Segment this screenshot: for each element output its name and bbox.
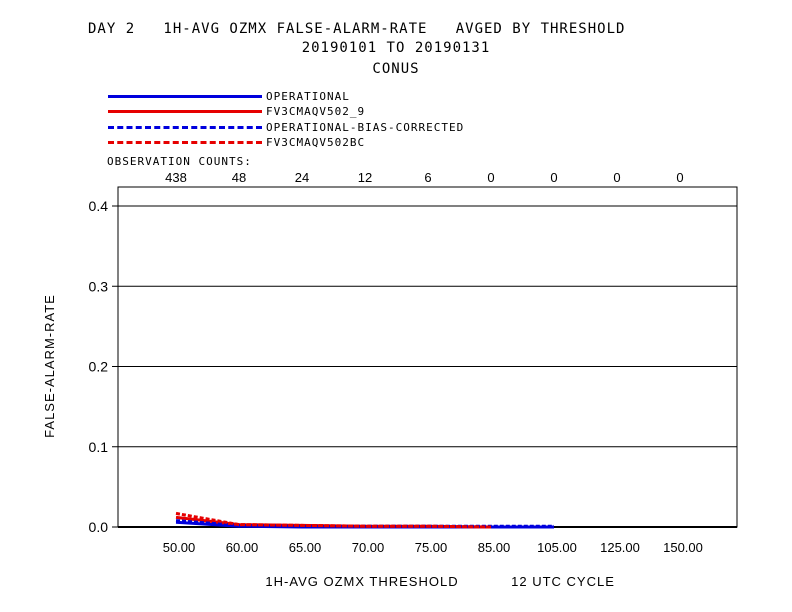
observation-count: 0 [550,170,557,185]
legend-line [108,125,262,129]
y-tick-label: 0.2 [89,359,109,375]
legend-line [108,94,262,98]
x-tick-label: 125.00 [600,540,640,555]
x-tick-label: 75.00 [415,540,448,555]
observation-count: 12 [358,170,372,185]
x-tick-label: 85.00 [478,540,511,555]
y-axis-label: FALSE-ALARM-RATE [42,294,57,438]
legend-item-fv3cmaqv502-9: FV3CMAQV502_9 [108,104,365,118]
cycle-label: 12 UTC CYCLE [511,574,615,589]
y-tick-label: 0.4 [89,198,109,214]
y-tick-label: 0.0 [89,519,109,535]
legend-line [108,140,262,144]
legend-item-fv3cmaqv502bc: FV3CMAQV502BC [108,135,365,149]
legend-label: FV3CMAQV502_9 [266,104,366,118]
observation-counts-title: OBSERVATION COUNTS: [107,155,252,168]
y-tick-label: 0.1 [89,439,109,455]
legend-line [108,109,262,113]
observation-count: 48 [232,170,246,185]
observation-count: 6 [424,170,431,185]
plot-frame [117,186,738,528]
region-label: CONUS [372,61,420,77]
x-tick-label: 60.00 [226,540,259,555]
legend-label: FV3CMAQV502BC [266,135,366,149]
x-tick-label: 105.00 [537,540,577,555]
legend-label: OPERATIONAL-BIAS-CORRECTED [266,120,465,134]
observation-count: 438 [165,170,187,185]
chart-title: DAY 2 1H-AVG OZMX FALSE-ALARM-RATE AVGED… [88,21,626,37]
legend-label: OPERATIONAL [266,89,350,103]
x-tick-label: 70.00 [352,540,385,555]
observation-count: 0 [676,170,683,185]
date-range: 20190101 TO 20190131 [301,40,491,56]
x-tick-label: 50.00 [163,540,196,555]
x-tick-label: 65.00 [289,540,322,555]
x-tick-label: 150.00 [663,540,703,555]
y-tick-label: 0.3 [89,278,109,294]
observation-count: 24 [295,170,309,185]
x-axis-label: 1H-AVG OZMX THRESHOLD [265,574,458,589]
observation-count: 0 [487,170,494,185]
legend-item-operational-bias-corrected: OPERATIONAL-BIAS-CORRECTED [108,120,464,134]
series-line-4 [175,511,492,529]
observation-count: 0 [613,170,620,185]
legend-item-operational: OPERATIONAL [108,89,350,103]
